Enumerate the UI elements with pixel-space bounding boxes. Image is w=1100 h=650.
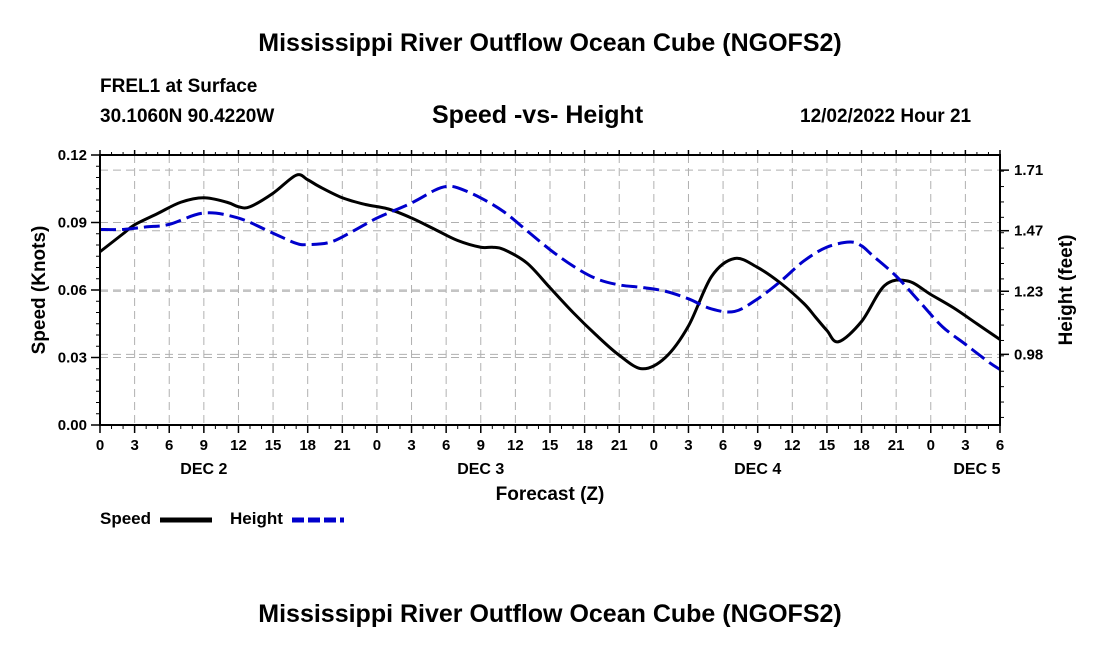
x-tick-label: 9 bbox=[477, 437, 485, 454]
y-tick-label: 0.00 bbox=[58, 417, 87, 434]
x-tick-label: 6 bbox=[719, 437, 727, 454]
x-day-label: DEC 2 bbox=[180, 461, 227, 478]
x-tick-label: 12 bbox=[784, 437, 801, 454]
y-tick-label: 0.03 bbox=[58, 350, 87, 367]
legend-height-label: Height bbox=[230, 509, 283, 528]
x-tick-label: 9 bbox=[754, 437, 762, 454]
x-tick-label: 0 bbox=[96, 437, 104, 454]
y2-tick-label: 1.71 bbox=[1014, 162, 1043, 179]
station-coordinates: 30.1060N 90.4220W bbox=[100, 106, 275, 127]
x-axis-label: Forecast (Z) bbox=[496, 484, 605, 505]
chart-subtitle: Speed -vs- Height bbox=[432, 101, 644, 129]
x-tick-label: 3 bbox=[684, 437, 692, 454]
y-tick-label: 0.06 bbox=[58, 282, 87, 299]
footer-title: Mississippi River Outflow Ocean Cube (NG… bbox=[258, 600, 842, 628]
series-line-speed bbox=[99, 173, 1001, 371]
x-tick-label: 3 bbox=[961, 437, 969, 454]
x-tick-label: 21 bbox=[888, 437, 905, 454]
x-tick-label: 12 bbox=[507, 437, 524, 454]
x-tick-label: 18 bbox=[576, 437, 593, 454]
x-tick-label: 18 bbox=[853, 437, 870, 454]
y2-tick-label: 1.23 bbox=[1014, 283, 1043, 300]
x-day-label: DEC 4 bbox=[734, 461, 781, 478]
y-axis-label: Speed (Knots) bbox=[29, 226, 50, 355]
series-line-height bbox=[99, 184, 1001, 371]
x-tick-label: 3 bbox=[407, 437, 415, 454]
x-tick-label: 6 bbox=[165, 437, 173, 454]
x-tick-label: 15 bbox=[542, 437, 559, 454]
x-tick-label: 6 bbox=[442, 437, 450, 454]
x-day-label: DEC 3 bbox=[457, 461, 504, 478]
x-tick-label: 0 bbox=[927, 437, 935, 454]
x-tick-label: 9 bbox=[200, 437, 208, 454]
x-tick-label: 21 bbox=[611, 437, 628, 454]
x-tick-label: 15 bbox=[819, 437, 836, 454]
speed-height-chart: 0 3 6 9 12 15 18 21 0 3 6 9 12 15 18 21 0 3 6 9 12 15 18 21 0 3 6D… bbox=[29, 147, 1077, 505]
x-tick-label: 0 bbox=[650, 437, 658, 454]
x-tick-label: 3 bbox=[130, 437, 138, 454]
legend-speed-swatch bbox=[160, 517, 212, 523]
y2-axis-label: Height (feet) bbox=[1056, 235, 1077, 346]
grid-lines bbox=[100, 155, 1000, 425]
x-tick-label: 21 bbox=[334, 437, 351, 454]
y-tick-label: 0.12 bbox=[58, 147, 87, 164]
x-tick-label: 6 bbox=[996, 437, 1004, 454]
legend-speed-label: Speed bbox=[100, 509, 152, 528]
y2-tick-label: 1.47 bbox=[1014, 223, 1043, 240]
legend-height-swatch bbox=[292, 517, 344, 523]
main-title: Mississippi River Outflow Ocean Cube (NG… bbox=[258, 29, 842, 57]
y2-tick-label: 0.98 bbox=[1014, 346, 1043, 363]
x-tick-label: 15 bbox=[265, 437, 282, 454]
forecast-datetime: 12/02/2022 Hour 21 bbox=[800, 106, 972, 127]
y-tick-label: 0.09 bbox=[58, 215, 87, 232]
x-tick-label: 0 bbox=[373, 437, 381, 454]
axes: 0 3 6 9 12 15 18 21 0 3 6 9 12 15 18 21 0 3 6 9 12 15 18 21 0 3 6D… bbox=[58, 147, 1043, 478]
x-day-label: DEC 5 bbox=[953, 461, 1000, 478]
station-label: FREL1 at Surface bbox=[100, 76, 258, 97]
x-tick-label: 12 bbox=[230, 437, 247, 454]
x-tick-label: 18 bbox=[299, 437, 316, 454]
series-lines bbox=[99, 173, 1001, 371]
